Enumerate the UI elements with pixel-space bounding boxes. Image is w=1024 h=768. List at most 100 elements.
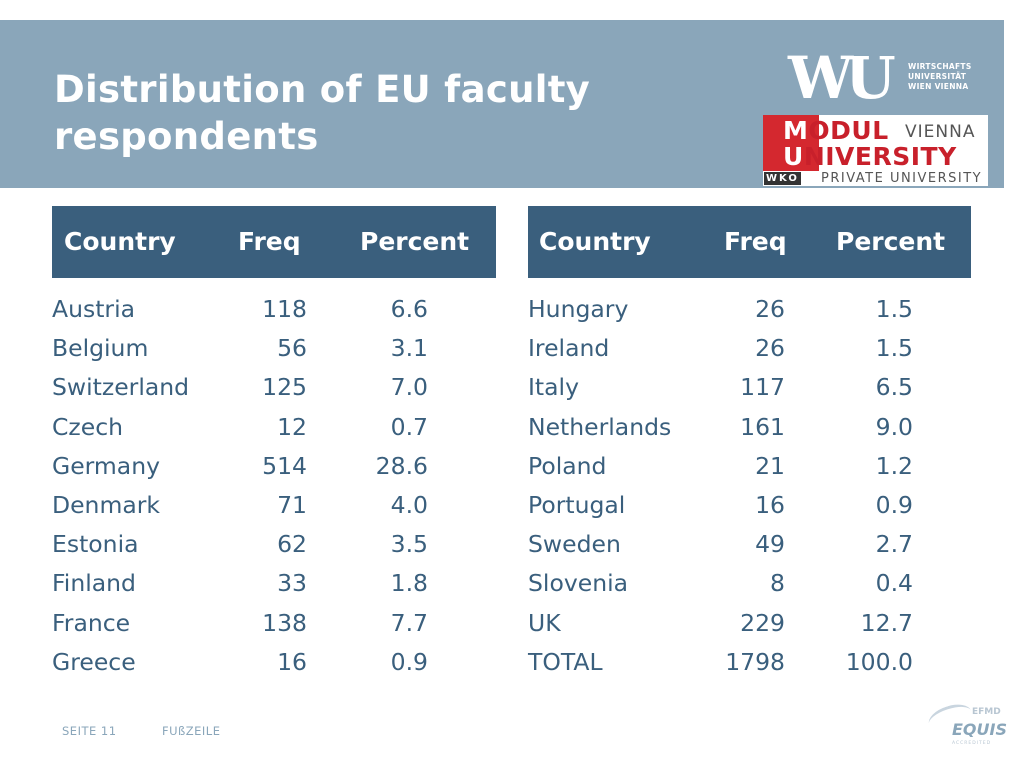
frequency-table-left: Country Freq Percent Austria 118 6.6 Belgiu…: [52, 206, 496, 684]
equis-label: EQUIS: [952, 720, 1007, 739]
modul-logo-initial: U: [783, 142, 804, 171]
cell-percent: 0.9: [390, 647, 428, 676]
cell-freq: 26: [755, 334, 785, 363]
cell-percent: 9.0: [875, 412, 913, 441]
wu-logo-line: UNIVERSITÄT: [908, 72, 967, 81]
modul-university-logo: MODUL VIENNA UNIVERSITY WKO PRIVATE UNIV…: [763, 115, 988, 186]
cell-percent: 28.6: [375, 451, 428, 480]
table-header: Country Freq Percent: [52, 206, 496, 278]
cell-country: France: [52, 608, 131, 637]
modul-logo-line1: MODUL: [783, 117, 889, 145]
cell-percent: 7.7: [390, 608, 428, 637]
table-row: Switzerland 125 7.0: [52, 370, 496, 409]
table-row: TOTAL 1798 100.0: [528, 645, 971, 684]
cell-freq: 26: [755, 295, 785, 323]
table-row: Denmark 71 4.0: [52, 488, 496, 527]
cell-country: Netherlands: [528, 412, 672, 441]
modul-logo-vienna: VIENNA: [905, 122, 976, 142]
cell-percent: 3.5: [390, 530, 428, 559]
cell-freq: 16: [277, 647, 307, 676]
table-row: UK 229 12.7: [528, 606, 971, 645]
table-row: Germany 514 28.6: [52, 449, 496, 488]
modul-logo-word: ODUL: [808, 116, 889, 145]
header-freq: Freq: [724, 227, 787, 256]
cell-country: Slovenia: [528, 569, 629, 598]
header-percent: Percent: [836, 227, 946, 256]
cell-freq: 514: [262, 451, 307, 480]
cell-percent: 1.5: [875, 334, 913, 363]
cell-country: Ireland: [528, 334, 610, 363]
wko-mark: WKO: [764, 172, 801, 185]
table-row: Finland 33 1.8: [52, 566, 496, 605]
cell-country: Poland: [528, 451, 607, 480]
cell-freq: 118: [262, 295, 307, 323]
cell-country: Austria: [52, 295, 136, 323]
cell-percent: 2.7: [875, 530, 913, 559]
cell-country: UK: [528, 608, 561, 637]
cell-percent: 1.8: [390, 569, 428, 598]
header-freq: Freq: [238, 227, 301, 256]
cell-freq: 138: [262, 608, 307, 637]
cell-percent: 6.5: [875, 373, 913, 402]
modul-logo-red-block: [763, 115, 819, 171]
cell-percent: 1.5: [875, 295, 913, 323]
cell-percent: 6.6: [390, 295, 428, 323]
table-row: Italy 117 6.5: [528, 370, 971, 409]
wu-logo-line: WIRTSCHAFTS: [908, 62, 972, 71]
private-university-label: PRIVATE UNIVERSITY: [821, 171, 983, 186]
wu-logo-mark: WU: [788, 44, 896, 112]
table-row: Belgium 56 3.1: [52, 331, 496, 370]
table-body: Austria 118 6.6 Belgium 56 3.1 Switzerland 125 7…: [52, 292, 496, 684]
frequency-table-right: Country Freq Percent Hungary 26 1.5 Ireland…: [528, 206, 971, 684]
cell-freq: 56: [277, 334, 307, 363]
cell-freq: 71: [277, 490, 307, 519]
cell-freq: 49: [755, 530, 785, 559]
cell-country: Portugal: [528, 490, 626, 519]
cell-percent: 7.0: [390, 373, 428, 402]
cell-percent: 12.7: [860, 608, 913, 637]
cell-freq: 117: [740, 373, 785, 402]
table-header: Country Freq Percent: [528, 206, 971, 278]
footer-label: FUßZEILE: [162, 724, 221, 738]
modul-logo-initial: M: [783, 116, 809, 145]
cell-freq: 16: [755, 490, 785, 519]
modul-logo-line2: UNIVERSITY: [783, 143, 957, 171]
cell-country: Germany: [52, 451, 161, 480]
wu-logo: WU WIRTSCHAFTS UNIVERSITÄT WIEN VIENNA: [788, 46, 998, 110]
cell-percent: 0.4: [875, 569, 913, 598]
cell-percent: 3.1: [390, 334, 428, 363]
modul-logo-word: NIVERSITY: [803, 142, 957, 171]
table-row: Estonia 62 3.5: [52, 527, 496, 566]
equis-logo: EFMD EQUIS ACCREDITED: [925, 698, 1008, 750]
table-body: Hungary 26 1.5 Ireland 26 1.5 Italy 117 6.5 Nethe…: [528, 292, 971, 684]
cell-country: Belgium: [52, 334, 149, 363]
table-row: Czech 12 0.7: [52, 410, 496, 449]
cell-freq: 1798: [725, 647, 785, 676]
slide-title: Distribution of EU faculty respondents: [54, 68, 591, 158]
modul-logo-bottom: WKO PRIVATE UNIVERSITY: [763, 171, 988, 186]
cell-percent: 0.9: [875, 490, 913, 519]
cell-country: Estonia: [52, 530, 139, 559]
header-percent: Percent: [360, 227, 470, 256]
table-row: France 138 7.7: [52, 606, 496, 645]
cell-freq: 8: [770, 569, 785, 598]
cell-freq: 33: [277, 569, 307, 598]
cell-country: Sweden: [528, 530, 621, 559]
table-row: Sweden 49 2.7: [528, 527, 971, 566]
cell-freq: 229: [740, 608, 785, 637]
header-country: Country: [64, 227, 176, 256]
page-number: SEITE 11: [62, 724, 117, 738]
cell-country: Greece: [52, 647, 136, 676]
table-row: Greece 16 0.9: [52, 645, 496, 684]
cell-percent: 100.0: [845, 647, 913, 676]
cell-percent: 0.7: [390, 412, 428, 441]
table-row: Hungary 26 1.5: [528, 292, 971, 331]
cell-freq: 62: [277, 530, 307, 559]
table-row: Portugal 16 0.9: [528, 488, 971, 527]
wu-logo-line: WIEN VIENNA: [908, 82, 969, 91]
header-country: Country: [539, 227, 651, 256]
cell-country: Finland: [52, 569, 136, 598]
wu-logo-text: WIRTSCHAFTS UNIVERSITÄT WIEN VIENNA: [908, 62, 972, 92]
table-row: Poland 21 1.2: [528, 449, 971, 488]
table-row: Slovenia 8 0.4: [528, 566, 971, 605]
